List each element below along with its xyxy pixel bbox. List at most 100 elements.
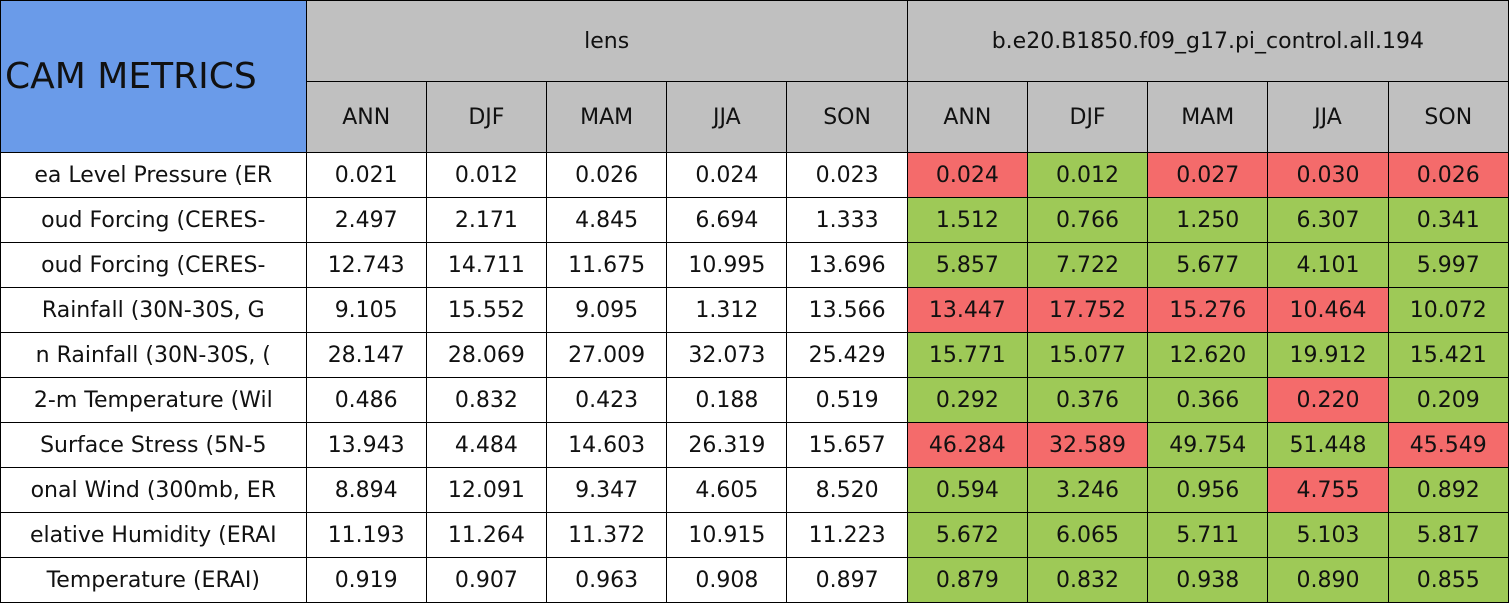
lens-cell: 28.147 (305, 332, 427, 378)
lens-cell: 0.519 (786, 377, 908, 423)
control-cell: 0.594 (906, 467, 1028, 513)
table-row: ea Level Pressure (ER 0.021 0.012 0.026 0.02… (0, 152, 1510, 198)
control-cell: 1.250 (1147, 197, 1269, 243)
lens-cell: 2.171 (425, 197, 548, 243)
lens-cell: 11.372 (546, 512, 668, 558)
lens-cell: 0.023 (786, 152, 908, 198)
lens-cell: 15.552 (425, 287, 548, 333)
control-cell: 15.421 (1387, 332, 1510, 378)
control-cell: 46.284 (906, 422, 1028, 468)
lens-cell: 12.091 (425, 467, 548, 513)
season-header: SON (1387, 81, 1510, 153)
control-cell: 0.892 (1387, 467, 1510, 513)
control-cell: 5.711 (1147, 512, 1269, 558)
control-cell: 4.755 (1267, 467, 1389, 513)
control-cell: 6.065 (1026, 512, 1149, 558)
control-cell: 0.027 (1147, 152, 1269, 198)
control-cell: 0.220 (1267, 377, 1389, 423)
table-row: Temperature (ERAI) 0.919 0.907 0.963 0.908 0.… (0, 557, 1510, 603)
control-cell: 15.771 (906, 332, 1028, 378)
control-cell: 0.030 (1267, 152, 1389, 198)
row-label: elative Humidity (ERAI (0, 512, 307, 558)
lens-cell: 0.963 (546, 557, 668, 603)
control-cell: 32.589 (1026, 422, 1149, 468)
lens-cell: 1.333 (786, 197, 908, 243)
lens-cell: 4.484 (425, 422, 548, 468)
row-label: Rainfall (30N-30S, G (0, 287, 307, 333)
lens-cell: 4.605 (666, 467, 788, 513)
season-header: JJA (666, 81, 788, 153)
row-label: Temperature (ERAI) (0, 557, 307, 603)
control-cell: 0.879 (906, 557, 1028, 603)
table-row: oud Forcing (CERES- 12.743 14.711 11.675 10.… (0, 242, 1510, 288)
lens-cell: 9.095 (546, 287, 668, 333)
lens-cell: 6.694 (666, 197, 788, 243)
control-cell: 0.366 (1147, 377, 1269, 423)
control-cell: 0.855 (1387, 557, 1510, 603)
lens-cell: 0.919 (305, 557, 427, 603)
table-row: elative Humidity (ERAI 11.193 11.264 11.372… (0, 512, 1510, 558)
lens-cell: 11.223 (786, 512, 908, 558)
row-label: Surface Stress (5N-5 (0, 422, 307, 468)
row-label: 2-m Temperature (Wil (0, 377, 307, 423)
control-cell: 5.997 (1387, 242, 1510, 288)
lens-cell: 9.105 (305, 287, 427, 333)
control-cell: 5.857 (906, 242, 1028, 288)
lens-cell: 27.009 (546, 332, 668, 378)
lens-cell: 14.603 (546, 422, 668, 468)
control-cell: 49.754 (1147, 422, 1269, 468)
lens-cell: 10.995 (666, 242, 788, 288)
control-cell: 7.722 (1026, 242, 1149, 288)
lens-cell: 13.943 (305, 422, 427, 468)
lens-cell: 28.069 (425, 332, 548, 378)
season-header: SON (786, 81, 908, 153)
season-header: DJF (1026, 81, 1149, 153)
lens-cell: 0.188 (666, 377, 788, 423)
control-cell: 1.512 (906, 197, 1028, 243)
group-header: lens (305, 0, 908, 82)
table-row: oud Forcing (CERES- 2.497 2.171 4.845 6.694 1… (0, 197, 1510, 243)
control-cell: 10.464 (1267, 287, 1389, 333)
control-cell: 0.938 (1147, 557, 1269, 603)
control-cell: 13.447 (906, 287, 1028, 333)
table-row: onal Wind (300mb, ER 8.894 12.091 9.347 4.60… (0, 467, 1510, 513)
row-label: onal Wind (300mb, ER (0, 467, 307, 513)
control-cell: 0.376 (1026, 377, 1149, 423)
control-cell: 3.246 (1026, 467, 1149, 513)
season-header: MAM (1147, 81, 1269, 153)
table-row: Rainfall (30N-30S, G 9.105 15.552 9.095 1.31… (0, 287, 1510, 333)
corner-header: CAM METRICS (0, 0, 307, 153)
control-cell: 0.209 (1387, 377, 1510, 423)
row-label: ea Level Pressure (ER (0, 152, 307, 198)
control-cell: 19.912 (1267, 332, 1389, 378)
season-header: ANN (906, 81, 1028, 153)
lens-cell: 2.497 (305, 197, 427, 243)
control-cell: 12.620 (1147, 332, 1269, 378)
lens-cell: 0.026 (546, 152, 668, 198)
lens-cell: 0.907 (425, 557, 548, 603)
table-body: ea Level Pressure (ER 0.021 0.012 0.026 0.02… (0, 152, 1510, 603)
control-cell: 0.012 (1026, 152, 1149, 198)
control-cell: 15.276 (1147, 287, 1269, 333)
table-row: 2-m Temperature (Wil 0.486 0.832 0.423 0.188… (0, 377, 1510, 423)
lens-cell: 13.696 (786, 242, 908, 288)
control-cell: 5.103 (1267, 512, 1389, 558)
control-cell: 51.448 (1267, 422, 1389, 468)
group-header: b.e20.B1850.f09_g17.pi_control.all.194 (906, 0, 1510, 82)
lens-cell: 0.908 (666, 557, 788, 603)
lens-cell: 0.423 (546, 377, 668, 423)
lens-cell: 8.520 (786, 467, 908, 513)
lens-cell: 25.429 (786, 332, 908, 378)
lens-cell: 0.012 (425, 152, 548, 198)
lens-cell: 11.193 (305, 512, 427, 558)
lens-cell: 0.024 (666, 152, 788, 198)
table-row: Surface Stress (5N-5 13.943 4.484 14.603 26.… (0, 422, 1510, 468)
lens-cell: 32.073 (666, 332, 788, 378)
control-cell: 4.101 (1267, 242, 1389, 288)
row-label: n Rainfall (30N-30S, ( (0, 332, 307, 378)
control-cell: 5.677 (1147, 242, 1269, 288)
control-cell: 0.832 (1026, 557, 1149, 603)
lens-cell: 0.021 (305, 152, 427, 198)
